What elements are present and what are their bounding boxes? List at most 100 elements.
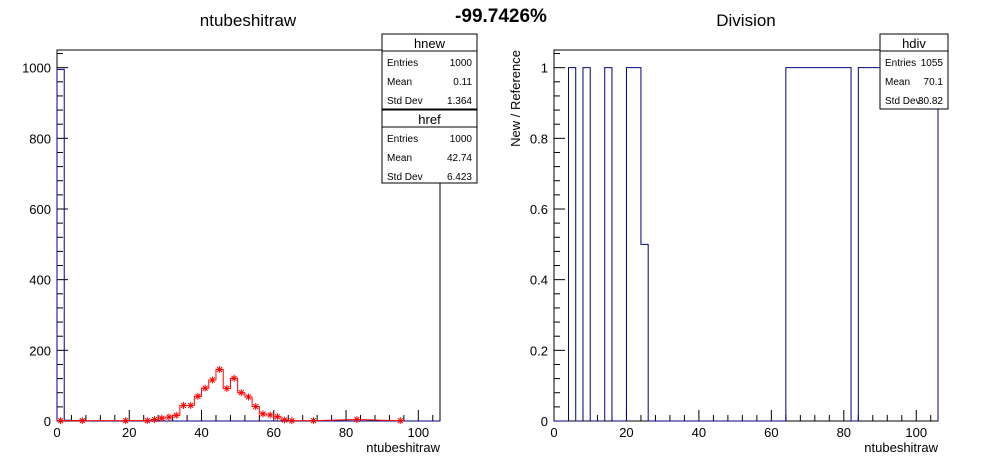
stats-box-frame [381,33,478,110]
marker-stroke [144,417,151,424]
x-tick-label: 20 [122,425,136,440]
x-tick-label: 80 [339,425,353,440]
data-point-href [396,417,404,425]
data-point-href [273,413,281,421]
stats-row-label: Mean [387,77,412,88]
marker-stroke [289,417,295,424]
x-tick-label: 60 [267,425,281,440]
series-step-hdiv [554,67,939,422]
right-panel-division: Division 0 20 40 60 80 100 0 0.2 0.4 0.6 0.8 1 ntubes… [508,11,949,455]
stats-box-frame [879,33,949,110]
y-tick-label: 0.4 [530,273,548,288]
marker-stroke [173,412,180,419]
marker-stroke [310,417,317,424]
marker-stroke [224,385,230,392]
y-axis-label: New / Reference [508,50,523,147]
stats-row-value: 1.364 [447,96,472,107]
stats-row-label: Entries [885,58,916,69]
marker-stroke [397,417,404,424]
marker-stroke [195,393,201,400]
y-tick-label: 1000 [22,61,51,76]
stats-row-value: 1000 [450,58,473,69]
y-tick-label: 0 [541,414,548,429]
x-tick-label: 0 [53,425,60,440]
marker-stroke [209,377,216,383]
y-tick-label: 400 [29,273,51,288]
marker-stroke [202,385,208,391]
data-point-href [230,374,238,382]
data-point-href [281,416,289,424]
data-point-href [353,416,361,424]
stats-row-value: 1000 [450,134,473,145]
chart-title: ntubeshitraw [200,11,297,30]
y-tick-label: 0 [44,414,51,429]
data-point-href [288,417,296,425]
marker-stroke [122,417,129,424]
marker-stroke [151,416,158,423]
stats-row-label: Std Dev [885,96,921,107]
marker-stroke [187,402,194,409]
y-tick-label: 0.8 [530,131,548,146]
data-point-href [172,411,180,419]
data-point-href [122,417,130,425]
marker-stroke [245,394,252,400]
y-tick-label: 600 [29,202,51,217]
data-point-href [259,410,267,418]
data-point-href [151,416,159,424]
x-tick-label: 0 [550,425,557,440]
data-point-href [216,365,224,373]
stats-row-value: 0.11 [453,77,472,88]
stats-box-frame [381,109,478,184]
data-point-href [237,389,245,397]
data-point-href [223,384,231,392]
stats-row-value: 1055 [921,58,944,69]
marker-stroke [252,403,259,410]
stats-row-value: 30.82 [918,96,943,107]
stats-row-label: Entries [387,134,418,145]
marker-stroke [166,414,172,420]
data-point-href [57,417,65,425]
stats-row-label: Mean [387,153,412,164]
stats-box-title: href [418,112,441,127]
data-point-href [179,401,187,409]
stats-row-label: Std Dev [387,172,423,183]
data-point-href [158,414,166,422]
marker-stroke [79,417,86,424]
marker-stroke [260,411,266,417]
marker-stroke [216,366,223,373]
stats-row-value: 70.1 [924,77,944,88]
data-point-href [194,392,202,400]
data-point-href [165,413,173,421]
difference-percentage: -99.7426% [455,6,547,27]
stats-row-label: Mean [885,77,910,88]
series-line-href [57,368,404,422]
data-point-href [78,417,86,425]
marker-stroke [158,415,165,421]
marker-stroke [274,413,281,420]
data-point-href [266,411,274,419]
stats-row-value: 42.74 [447,153,472,164]
x-tick-label: 100 [407,425,429,440]
marker-stroke [354,416,360,423]
x-tick-label: 80 [837,425,851,440]
data-point-href [252,403,260,411]
marker-stroke [267,412,273,418]
x-tick-label: 100 [905,425,927,440]
marker-stroke [57,417,64,424]
stats-box-title: hdiv [902,36,926,51]
x-tick-label: 60 [764,425,778,440]
data-point-href [208,376,216,384]
data-point-href [201,384,209,392]
stats-row-value: 6.423 [447,172,472,183]
marker-stroke [238,389,245,396]
data-point-href [245,393,252,401]
x-axis-label: ntubeshitraw [366,440,440,455]
marker-stroke [180,402,187,409]
data-point-href [310,417,318,425]
data-point-href [187,401,195,409]
stats-row-label: Entries [387,58,418,69]
